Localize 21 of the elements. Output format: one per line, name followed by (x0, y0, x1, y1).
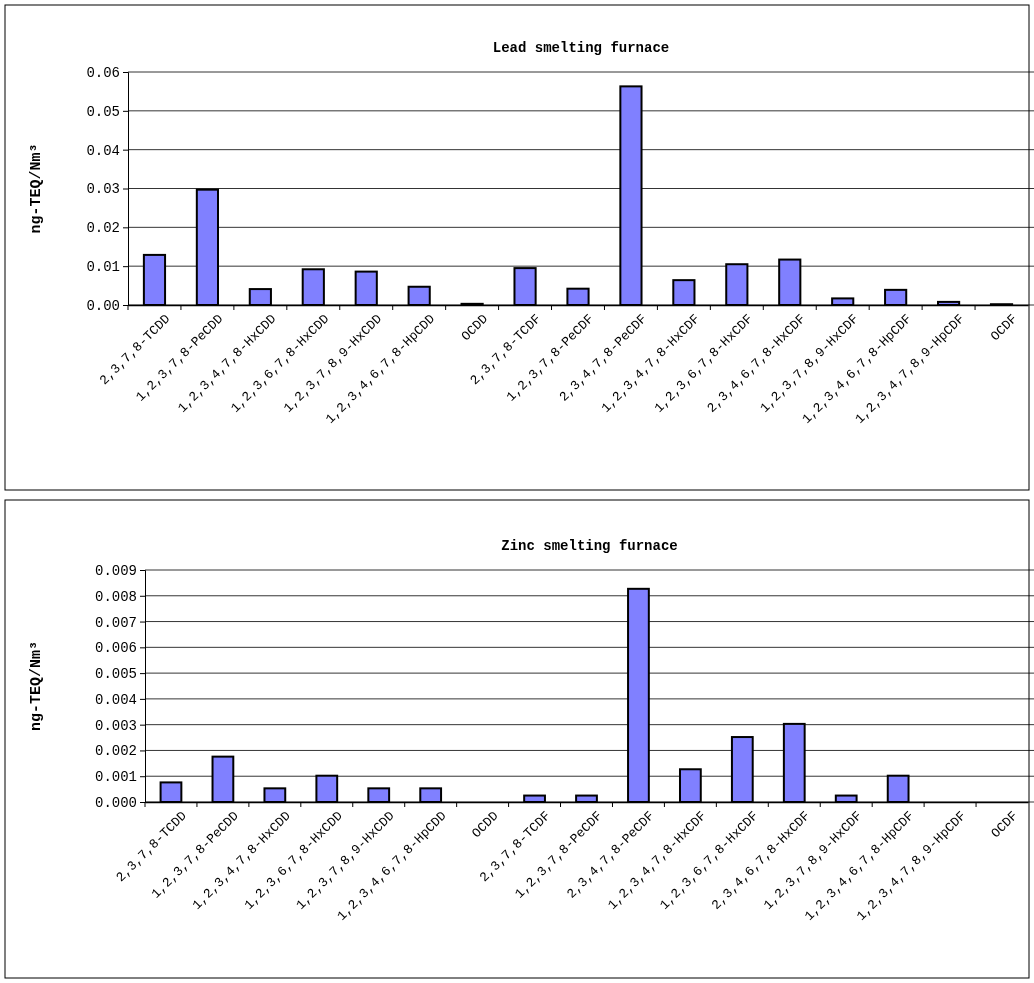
y-tick-label: 0.001 (94, 769, 137, 786)
y-tick-label: 0.004 (94, 691, 137, 708)
y-tick-label: 0.006 (94, 640, 137, 657)
y-tick-label: 0.04 (86, 142, 120, 159)
y-tick-label: 0.000 (94, 794, 137, 811)
y-tick-label: 0.009 (94, 562, 137, 579)
y-tick-label: 0.05 (86, 103, 120, 120)
y-tick-label: 0.03 (86, 181, 120, 198)
y-tick-label: 0.005 (94, 666, 137, 683)
y-axis-title: ng-TEQ/Nm³ (28, 143, 45, 234)
y-tick-label: 0.002 (94, 743, 137, 760)
chart-title: Lead smelting furnace (492, 40, 670, 56)
y-tick-label: 0.06 (86, 64, 120, 81)
y-tick-label: 0.008 (94, 588, 137, 605)
y-axis-title: ng-TEQ/Nm³ (28, 640, 45, 732)
y-tick-label: 0.02 (86, 220, 120, 237)
y-tick-label: 0.00 (86, 297, 120, 314)
y-tick-label: 0.007 (94, 614, 137, 631)
y-tick-label: 0.003 (94, 717, 137, 734)
y-tick-label: 0.01 (86, 259, 120, 276)
chart-title: Zinc smelting furnace (501, 538, 678, 554)
